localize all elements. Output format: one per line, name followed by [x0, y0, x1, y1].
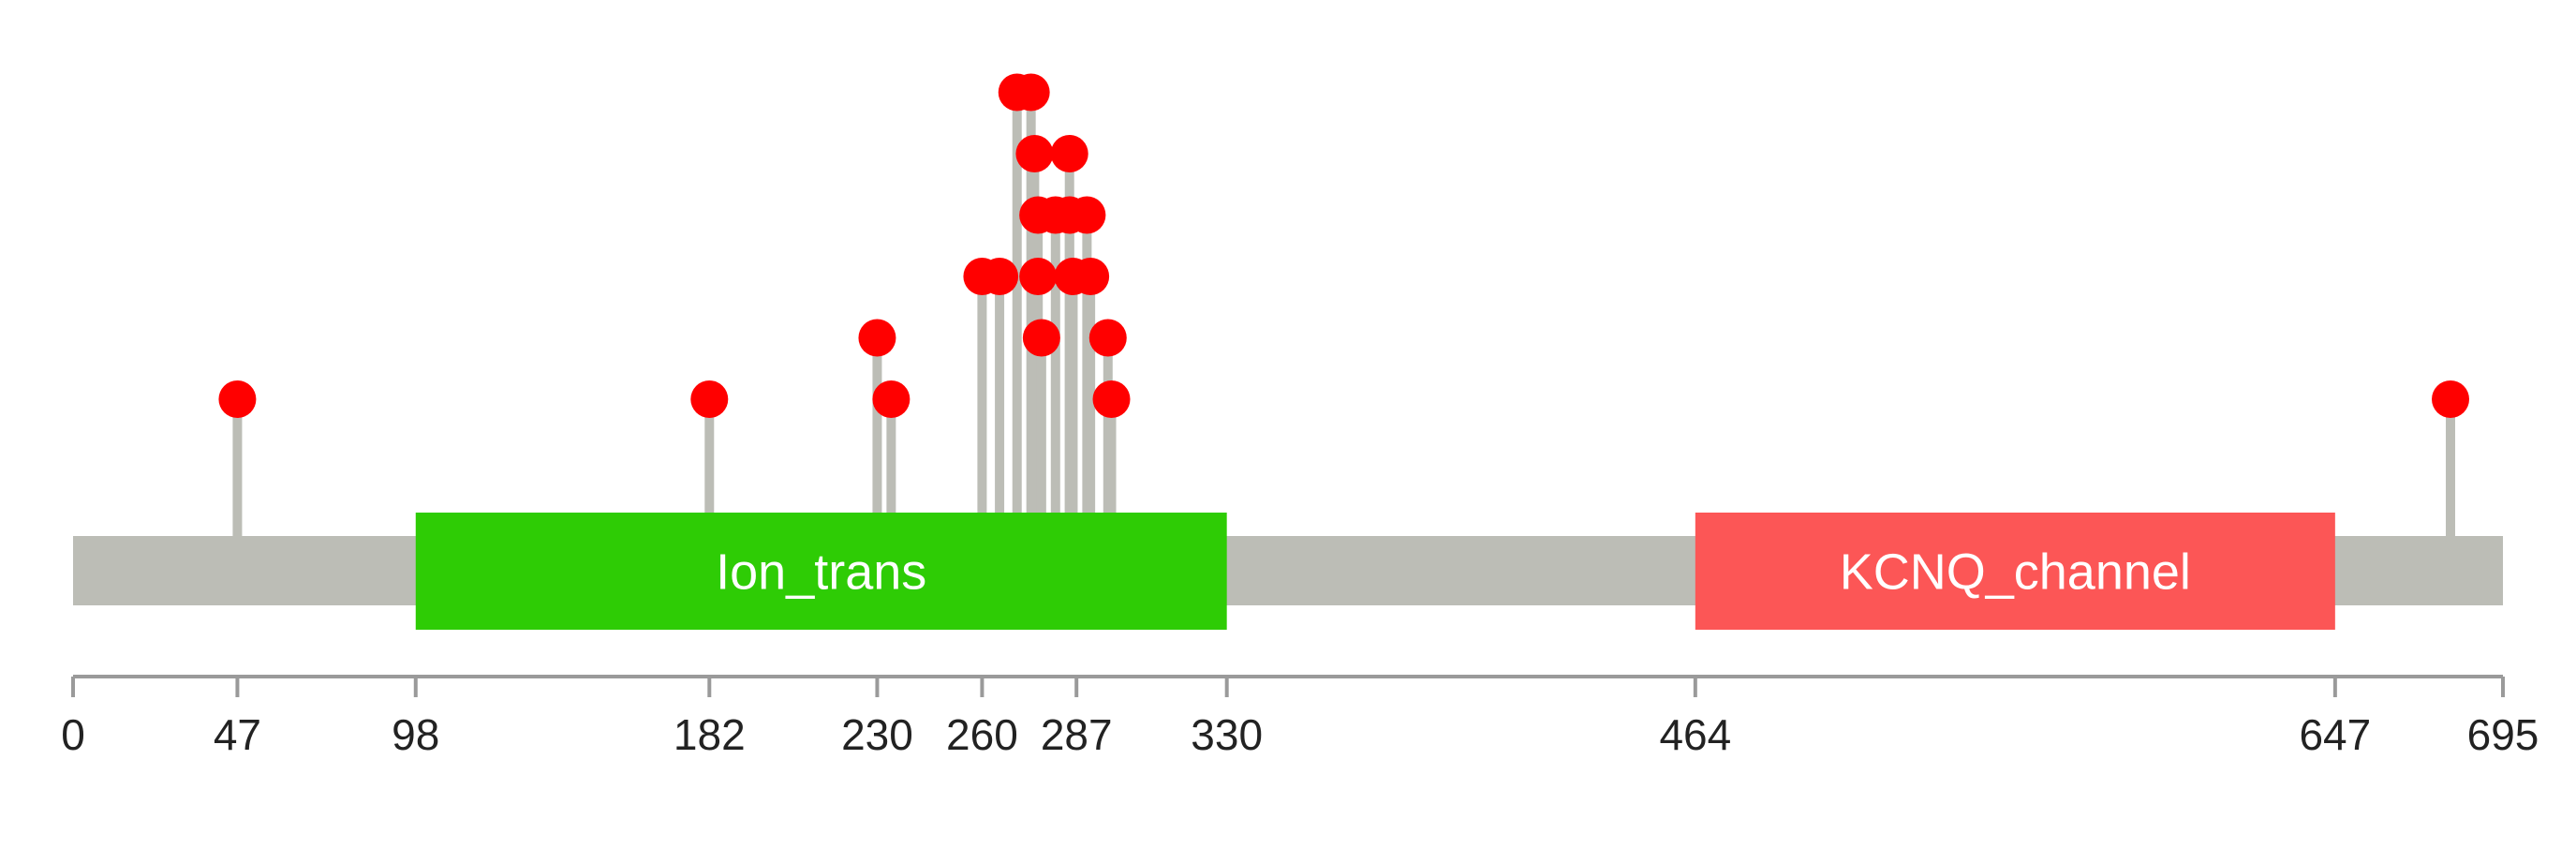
domain-ion-trans: Ion_trans	[415, 513, 1227, 630]
protein-domains: Ion_trans KCNQ_channel	[415, 513, 2335, 630]
mutation-point[interactable]	[218, 380, 257, 418]
mutation-point[interactable]	[981, 258, 1019, 295]
mutation-stems	[232, 92, 2456, 536]
mutation-point[interactable]	[1022, 319, 1060, 357]
axis-tick-label: 98	[392, 710, 439, 759]
axis-tick-label: 0	[61, 710, 85, 759]
domain-kcnq-channel: KCNQ_channel	[1695, 513, 2335, 630]
axis-tick-label: 230	[841, 710, 913, 759]
axis-tick-label: 47	[214, 710, 261, 759]
mutation-point[interactable]	[690, 380, 729, 418]
mutation-point[interactable]	[1072, 258, 1110, 295]
axis-tick-label: 695	[2467, 710, 2539, 759]
axis-tick-label: 464	[1659, 710, 1731, 759]
mutation-point[interactable]	[1012, 73, 1050, 112]
axis-tick-label: 182	[674, 710, 746, 759]
mutation-point[interactable]	[1088, 319, 1127, 357]
mutation-point[interactable]	[1019, 258, 1058, 295]
mutation-point[interactable]	[2432, 380, 2470, 418]
mutation-point[interactable]	[858, 319, 896, 357]
domain-box	[1695, 513, 2335, 630]
mutation-point[interactable]	[1092, 380, 1131, 418]
position-axis: 0 47 98 182 230 260 287 330 464 647 695	[61, 675, 2539, 759]
domain-box	[415, 513, 1227, 630]
axis-tick-label: 260	[946, 710, 1018, 759]
mutation-point[interactable]	[1050, 135, 1088, 172]
axis-tick-label: 287	[1041, 710, 1113, 759]
mutation-point[interactable]	[872, 380, 910, 418]
mutation-point[interactable]	[1068, 196, 1106, 234]
axis-tick-label: 330	[1191, 710, 1263, 759]
domain-label: KCNQ_channel	[1840, 544, 2191, 601]
mutation-point[interactable]	[1015, 135, 1054, 172]
axis-tick-label: 647	[2299, 710, 2371, 759]
domain-label: Ion_trans	[716, 544, 926, 601]
mutation-heads	[218, 73, 2470, 418]
